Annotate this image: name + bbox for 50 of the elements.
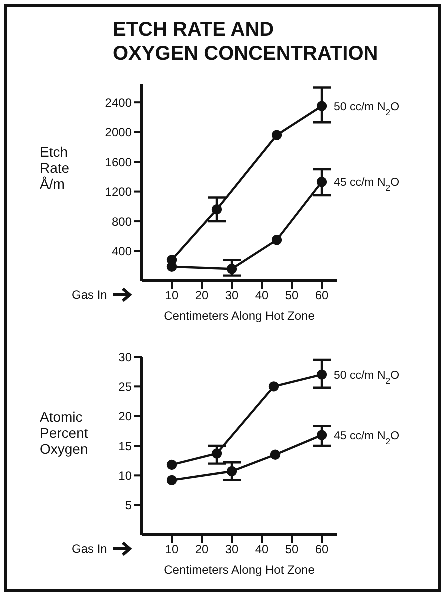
- text: Gas In: [72, 542, 108, 556]
- x-tick-label: 40: [255, 288, 269, 303]
- point: [316, 370, 328, 380]
- y-tick-label: 5: [125, 498, 132, 513]
- x-tick-label: 20: [195, 288, 209, 303]
- text: Gas In: [72, 288, 108, 302]
- x-tick-label: 50: [285, 288, 299, 303]
- x-tick-label: 60: [315, 542, 329, 557]
- point: [316, 430, 328, 440]
- series-label: 50 cc/m N$_{2}$O: [334, 101, 400, 118]
- point: [226, 466, 238, 477]
- y-tick-label: 800: [112, 214, 132, 229]
- point: [166, 262, 178, 272]
- point: [166, 460, 178, 470]
- y-tick-label: 10: [118, 468, 132, 483]
- point: [270, 450, 281, 460]
- y-tick-label: 30: [118, 350, 132, 364]
- y-tick-label: 1600: [105, 155, 132, 170]
- x-tick-label: 60: [315, 288, 329, 303]
- point: [268, 382, 280, 392]
- point: [212, 448, 222, 459]
- point: [272, 235, 282, 246]
- y-tick-label: 400: [112, 244, 132, 259]
- chart-title: ETCH RATE AND OXYGEN CONCENTRATION: [113, 18, 380, 66]
- x-tick-label: 30: [225, 542, 239, 557]
- series-label: 45 cc/m N$_{2}$O: [334, 177, 400, 194]
- point: [272, 130, 282, 140]
- x-tick-label: 40: [255, 542, 269, 557]
- x-axis-title: Centimeters Along Hot Zone: [164, 563, 316, 577]
- y-tick-label: 1200: [105, 185, 132, 200]
- point: [212, 204, 222, 215]
- y-axis-title: Etch Rate Å/m: [40, 144, 71, 192]
- point: [316, 177, 328, 188]
- y-tick-label: 2400: [105, 96, 132, 110]
- x-tick-label: 10: [165, 542, 179, 557]
- x-tick-label: 20: [195, 542, 209, 557]
- y-tick-label: 15: [118, 439, 132, 454]
- point: [166, 475, 178, 486]
- x-axis-title: Centimeters Along Hot Zone: [164, 309, 316, 323]
- x-tick-label: 50: [285, 542, 299, 557]
- series-label: 45 cc/m N$_{2}$O: [334, 430, 400, 446]
- x-tick-label: 10: [165, 288, 179, 303]
- y-tick-label: 2000: [105, 126, 132, 140]
- y-tick-label: 25: [118, 380, 132, 394]
- y-axis-title: Atomic Percent Oxygen: [40, 408, 90, 457]
- y-tick-label: 20: [118, 410, 132, 424]
- series-label: 50 cc/m N$_{2}$O: [334, 370, 400, 386]
- x-tick-label: 30: [225, 288, 239, 303]
- point: [316, 101, 328, 112]
- point: [226, 264, 238, 274]
